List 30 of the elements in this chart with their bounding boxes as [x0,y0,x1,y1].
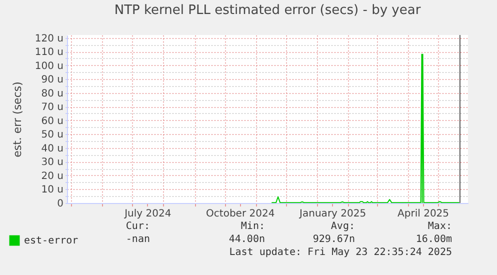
x-tick-label: April 2025 [398,208,450,220]
text: Min: [240,221,265,232]
y-tick-label: 0 [57,198,64,210]
y-tick-label: 50 u [41,130,64,141]
y-tick-label: 20 u [41,170,64,182]
y-tick-label: 40 u [41,143,64,154]
y-axis-title: est. err (secs) [10,82,24,158]
x-tick-label: January 2025 [298,208,366,220]
text: 16.00m [416,234,452,245]
y-tick-label: 80 u [41,88,64,100]
text: -nan [126,234,150,245]
chart-title: NTP kernel PLL estimated error (secs) - by year [114,2,422,18]
y-tick-label: 100 u [34,60,64,72]
y-tick-label: 60 u [41,116,64,127]
line-series [272,54,460,203]
y-tick-label: 10 u [41,184,64,196]
y-tick-label: 110 u [34,47,64,58]
y-tick-label: 90 u [41,74,64,86]
text: Max: [428,221,452,232]
y-tick-label: 120 u [34,33,64,44]
text: Cur: [126,221,150,232]
x-tick-label: July 2024 [124,208,172,220]
x-tick-label: October 2024 [206,208,275,220]
legend-label: est-error [24,236,78,246]
text: Last update: Fri May 23 22:35:24 2025 [229,247,452,258]
text: Avg: [330,221,355,232]
text: 44.00n [228,234,265,245]
y-tick-label: 30 u [41,157,64,168]
text: 929.67n [312,234,355,245]
y-tick-label: 70 u [41,102,64,114]
